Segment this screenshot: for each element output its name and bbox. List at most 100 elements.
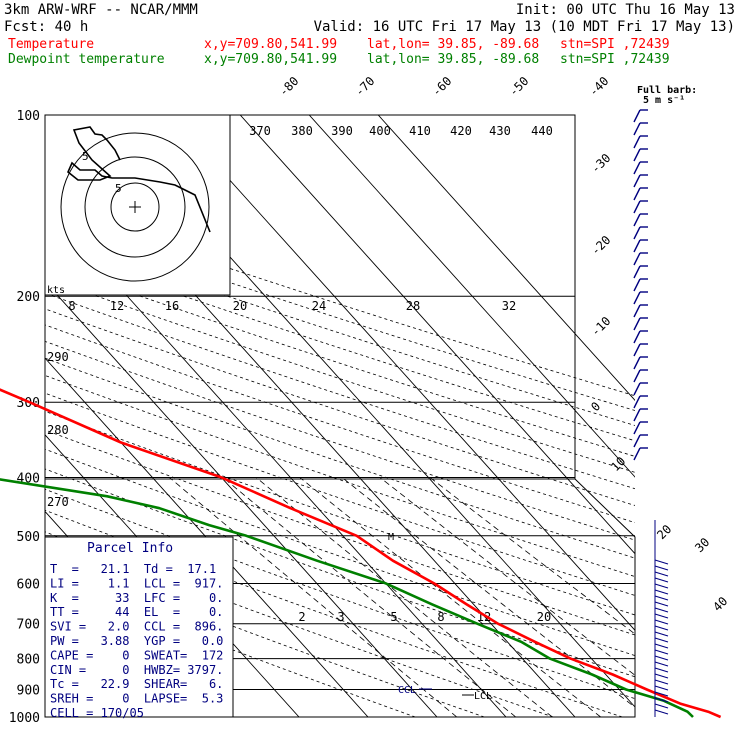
theta-e-label: 400 bbox=[369, 124, 391, 138]
temperature-profile-line bbox=[0, 388, 722, 719]
wind-barb bbox=[633, 148, 641, 162]
wind-barb bbox=[633, 187, 641, 201]
parcel-info-row: PW = 3.88 YGP = 0.0 bbox=[50, 634, 223, 648]
hodograph-trace bbox=[67, 126, 211, 233]
parcel-info-row: CAPE = 0 SWEAT= 172 bbox=[50, 648, 223, 662]
theta-e-label: 390 bbox=[331, 124, 353, 138]
mixing-ratio-label: 24 bbox=[312, 299, 326, 313]
parcel-info-row: LI = 1.1 LCL = 917. bbox=[50, 576, 223, 590]
dry-adiabat-line bbox=[45, 277, 635, 473]
hodograph-units: kts bbox=[47, 285, 65, 296]
isotherm-label: -50 bbox=[506, 74, 531, 99]
isotherm-label: -60 bbox=[429, 74, 454, 99]
legend-temperature: Temperature bbox=[8, 37, 94, 52]
barb-legend-line1: Full barb: bbox=[637, 85, 697, 96]
parcel-info-row: SREH = 0 LAPSE= 5.3 bbox=[50, 692, 223, 706]
m-marker: M bbox=[388, 532, 394, 543]
parcel-info-row: Tc = 22.9 SHEAR= 6. bbox=[50, 677, 223, 691]
wind-barb bbox=[633, 434, 641, 448]
mixing-ratio-label: 20 bbox=[233, 299, 247, 313]
isotherm-line bbox=[170, 115, 635, 632]
legend-dewpoint-stn: stn=SPI ,72439 bbox=[560, 52, 670, 67]
mixing-ratio-label: 28 bbox=[406, 299, 420, 313]
valid-time: Valid: 16 UTC Fri 17 May 13 (10 MDT Fri … bbox=[314, 19, 735, 35]
theta-e-label: 420 bbox=[450, 124, 472, 138]
dry-adiabat-label: 280 bbox=[47, 423, 69, 437]
wind-barb bbox=[633, 109, 641, 123]
wind-barb bbox=[633, 291, 641, 305]
barb-legend-line2: 5 m s⁻¹ bbox=[643, 95, 685, 106]
hodograph-ring-middle bbox=[84, 156, 186, 258]
wind-barb bbox=[633, 369, 641, 383]
isotherm-line bbox=[45, 357, 369, 717]
mixing-ratio-label: 12 bbox=[110, 299, 124, 313]
wind-barb bbox=[633, 356, 641, 370]
isotherm-label: -70 bbox=[352, 74, 377, 99]
ccl-marker: CCL bbox=[398, 685, 416, 696]
theta-e-label: 440 bbox=[531, 124, 553, 138]
mixing-ratio-low-label: 2 bbox=[298, 610, 305, 624]
wind-barbs bbox=[633, 109, 669, 717]
hodograph-frame bbox=[44, 114, 231, 296]
legend-temperature-latlon: lat,lon= 39.85, -89.68 bbox=[367, 37, 539, 52]
wind-barb bbox=[633, 200, 641, 214]
wind-barb bbox=[633, 226, 641, 240]
mixing-ratio-low-label: 3 bbox=[337, 610, 344, 624]
isotherm-label: -40 bbox=[586, 74, 611, 99]
legend-dewpoint-latlon: lat,lon= 39.85, -89.68 bbox=[367, 52, 539, 67]
mixing-ratio-line bbox=[341, 477, 635, 708]
wind-barb-low bbox=[654, 613, 669, 619]
dry-adiabat-label: 290 bbox=[47, 350, 69, 364]
mixing-ratio-line bbox=[255, 477, 553, 717]
wind-barb-low bbox=[654, 709, 669, 715]
isotherm-label: -20 bbox=[588, 233, 613, 258]
hodograph-ring-label-b: 5 bbox=[115, 182, 122, 195]
isotherm-line bbox=[377, 115, 635, 402]
wind-barb-low bbox=[654, 691, 669, 697]
parcel-info-row: CELL = 170/05 bbox=[50, 706, 144, 720]
dewpoint-profile-line bbox=[0, 478, 694, 718]
theta-e-label: 380 bbox=[291, 124, 313, 138]
isotherm-label: 10 bbox=[608, 454, 628, 474]
isotherm-label: 40 bbox=[710, 594, 730, 614]
isotherm-line bbox=[308, 115, 635, 478]
wind-barb bbox=[633, 421, 641, 435]
wind-barb-low bbox=[654, 589, 669, 595]
dry-adiabat-line bbox=[45, 262, 635, 457]
wind-barb bbox=[633, 213, 641, 227]
wind-barb-low bbox=[654, 643, 669, 649]
mixing-ratio-line bbox=[429, 477, 635, 635]
hodograph-ring-inner bbox=[110, 182, 160, 232]
wind-barb-low bbox=[654, 649, 669, 655]
legend-dewpoint-xy: x,y=709.80,541.99 bbox=[204, 52, 337, 67]
wind-barb bbox=[633, 252, 641, 266]
dry-adiabat-line bbox=[45, 509, 623, 717]
forecast-hour: Fcst: 40 h bbox=[4, 19, 88, 35]
dry-adiabat-line bbox=[45, 308, 635, 506]
wind-barb-low bbox=[654, 685, 669, 691]
wind-barb bbox=[633, 330, 641, 344]
wind-barb-low bbox=[654, 667, 669, 673]
wind-barb-low bbox=[654, 697, 669, 703]
mixing-ratio-label: 16 bbox=[165, 299, 179, 313]
wind-barb bbox=[633, 317, 641, 331]
pressure-tick-label: 500 bbox=[17, 530, 40, 545]
hodograph-ring-outer bbox=[60, 132, 210, 282]
legend-temperature-xy: x,y=709.80,541.99 bbox=[204, 37, 337, 52]
mixing-ratio-line bbox=[299, 477, 601, 717]
mixing-ratio-line bbox=[222, 477, 517, 717]
mixing-ratio-label: 32 bbox=[502, 299, 516, 313]
wind-barb-low bbox=[654, 601, 669, 607]
dry-adiabat-line bbox=[45, 468, 635, 678]
wind-barb bbox=[633, 135, 641, 149]
isotherm-label: 30 bbox=[692, 535, 712, 555]
wind-barb-low bbox=[654, 655, 669, 661]
wind-barb bbox=[633, 278, 641, 292]
wind-barb-low bbox=[654, 559, 669, 565]
mixing-ratio-lines bbox=[169, 477, 635, 717]
pressure-tick-label: 900 bbox=[17, 683, 40, 698]
dry-adiabat-line bbox=[45, 410, 635, 616]
wind-barb bbox=[633, 395, 641, 409]
wind-barb-low bbox=[654, 577, 669, 583]
wind-barb bbox=[633, 174, 641, 188]
